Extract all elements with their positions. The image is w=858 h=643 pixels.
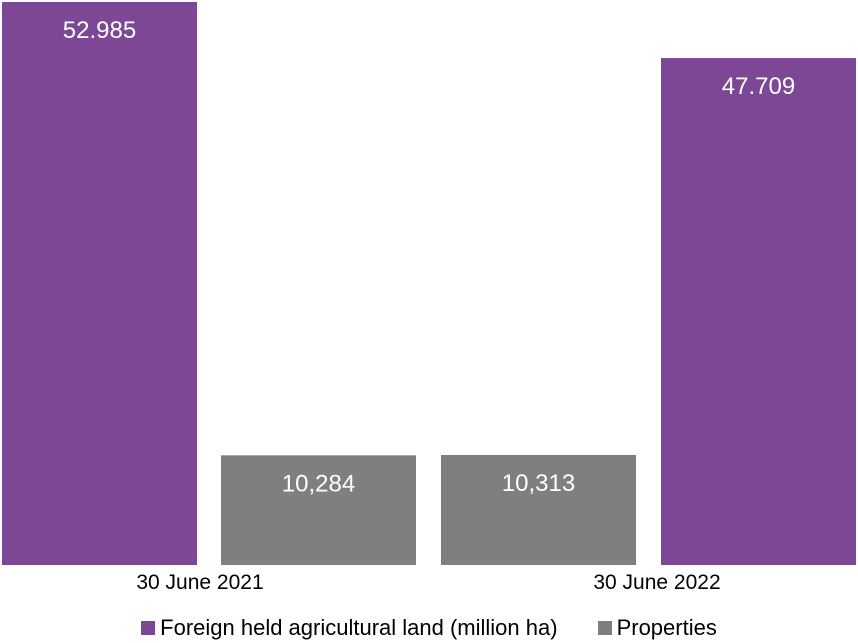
legend-swatch-land [141,621,156,635]
data-label-properties-2021: 10,284 [282,470,355,497]
legend-item-properties: Properties [597,615,717,641]
bar-properties-2022 [441,455,636,565]
bars-group: 52.985 47.709 10,284 10,313 [2,2,856,566]
legend-item-land: Foreign held agricultural land (million … [141,615,558,641]
legend: Foreign held agricultural land (million … [0,614,858,642]
data-label-land-2021: 52.985 [63,17,136,44]
legend-label-properties: Properties [616,615,717,640]
data-label-properties-2022: 10,313 [502,470,575,497]
category-label-2022: 30 June 2022 [593,571,720,594]
bar-properties-2021 [221,455,416,565]
category-label-2021: 30 June 2021 [136,571,263,594]
data-label-land-2022: 47.709 [722,73,795,100]
bar-land-2022 [661,58,856,566]
legend-swatch-properties [597,621,612,635]
bar-land-2021 [2,2,197,565]
legend-label-land: Foreign held agricultural land (million … [160,615,558,640]
